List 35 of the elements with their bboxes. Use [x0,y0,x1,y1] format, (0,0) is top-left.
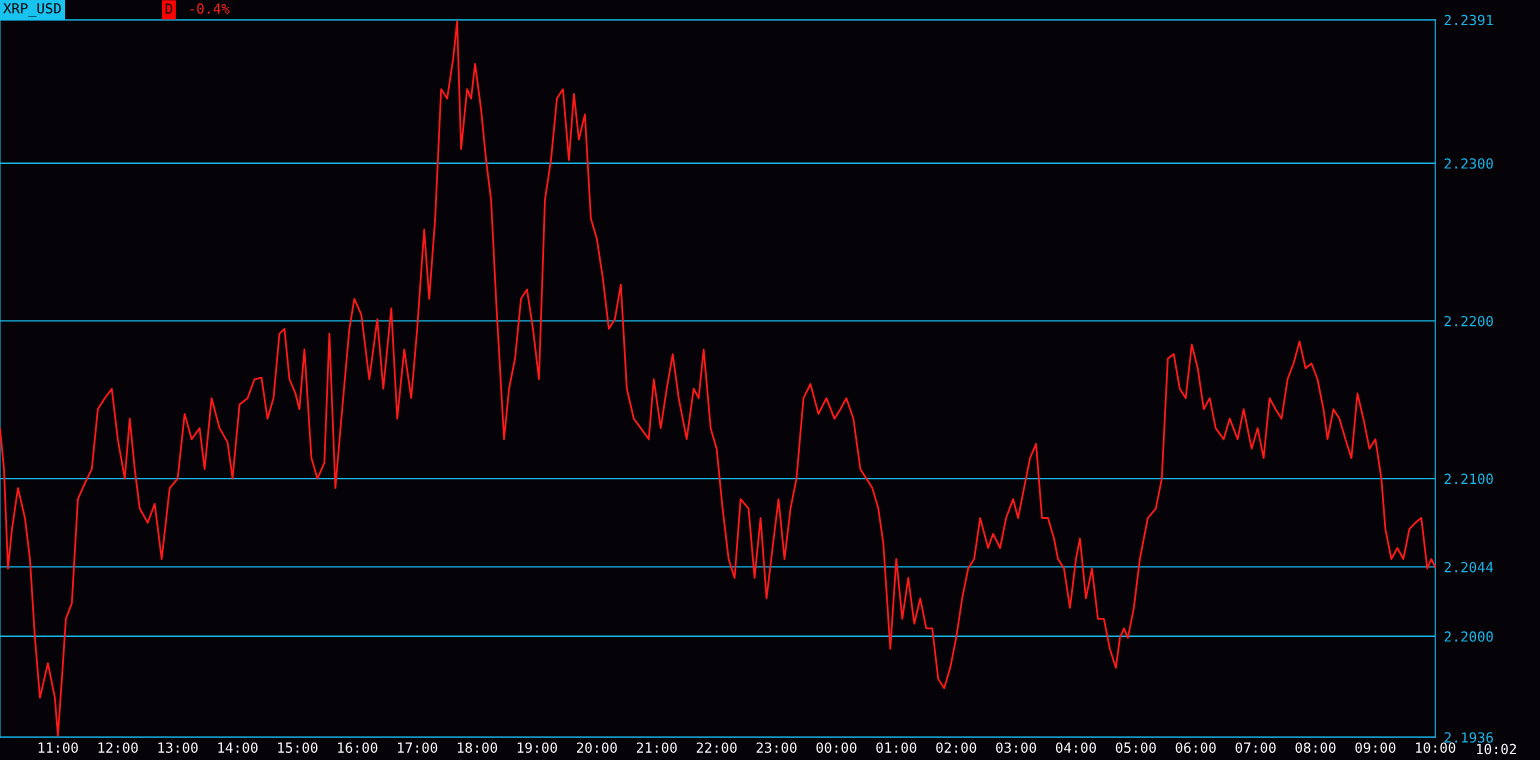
x-tick-label: 11:00 [38,742,78,753]
x-tick-label: 20:00 [577,742,617,753]
text: -0.4% [190,3,230,14]
x-tick-label: 23:00 [756,742,797,753]
x-tick-label: 01:00 [876,742,917,753]
x-tick-label: 17:00 [397,742,438,753]
y-tick-label: 2.2300 [1444,158,1493,169]
chart-title: XRP_USD [3,3,61,17]
x-tick-label: 07:00 [1235,742,1276,753]
x-tick-label: 04:00 [1055,742,1096,753]
x-tick-label: 09:00 [1355,742,1396,753]
x-tick-label: 15:00 [278,742,318,753]
text: 10:02 [1476,743,1516,755]
y-tick-label: 2.2100 [1444,473,1493,485]
x-tick-label: 14:00 [218,742,258,753]
x-tick-label: 21:00 [636,742,677,753]
x-tick-label: 10:00 [1416,742,1456,753]
x-tick-label: 06:00 [1175,742,1216,753]
x-tick-label: 22:00 [696,742,737,753]
x-tick-label: 02:00 [936,742,977,753]
x-tick-label: 16:00 [338,742,378,753]
x-tick-label: 03:00 [996,742,1037,753]
y-tick-label: 2.2044 [1444,561,1494,573]
x-tick-label: 05:00 [1115,742,1156,753]
x-tick-label: 08:00 [1295,742,1336,753]
text: D [165,3,173,14]
x-tick-label: 00:00 [816,742,857,753]
x-tick-label: 13:00 [158,742,198,753]
y-tick-label: 2.1936 [1444,732,1493,743]
y-tick-label: 2.2000 [1444,631,1493,642]
y-tick-label: 2.2391 [1444,14,1493,26]
x-tick-label: 12:00 [98,742,138,753]
y-tick-label: 2.2200 [1444,315,1493,327]
x-tick-label: 19:00 [517,742,557,753]
x-tick-label: 18:00 [457,742,498,753]
